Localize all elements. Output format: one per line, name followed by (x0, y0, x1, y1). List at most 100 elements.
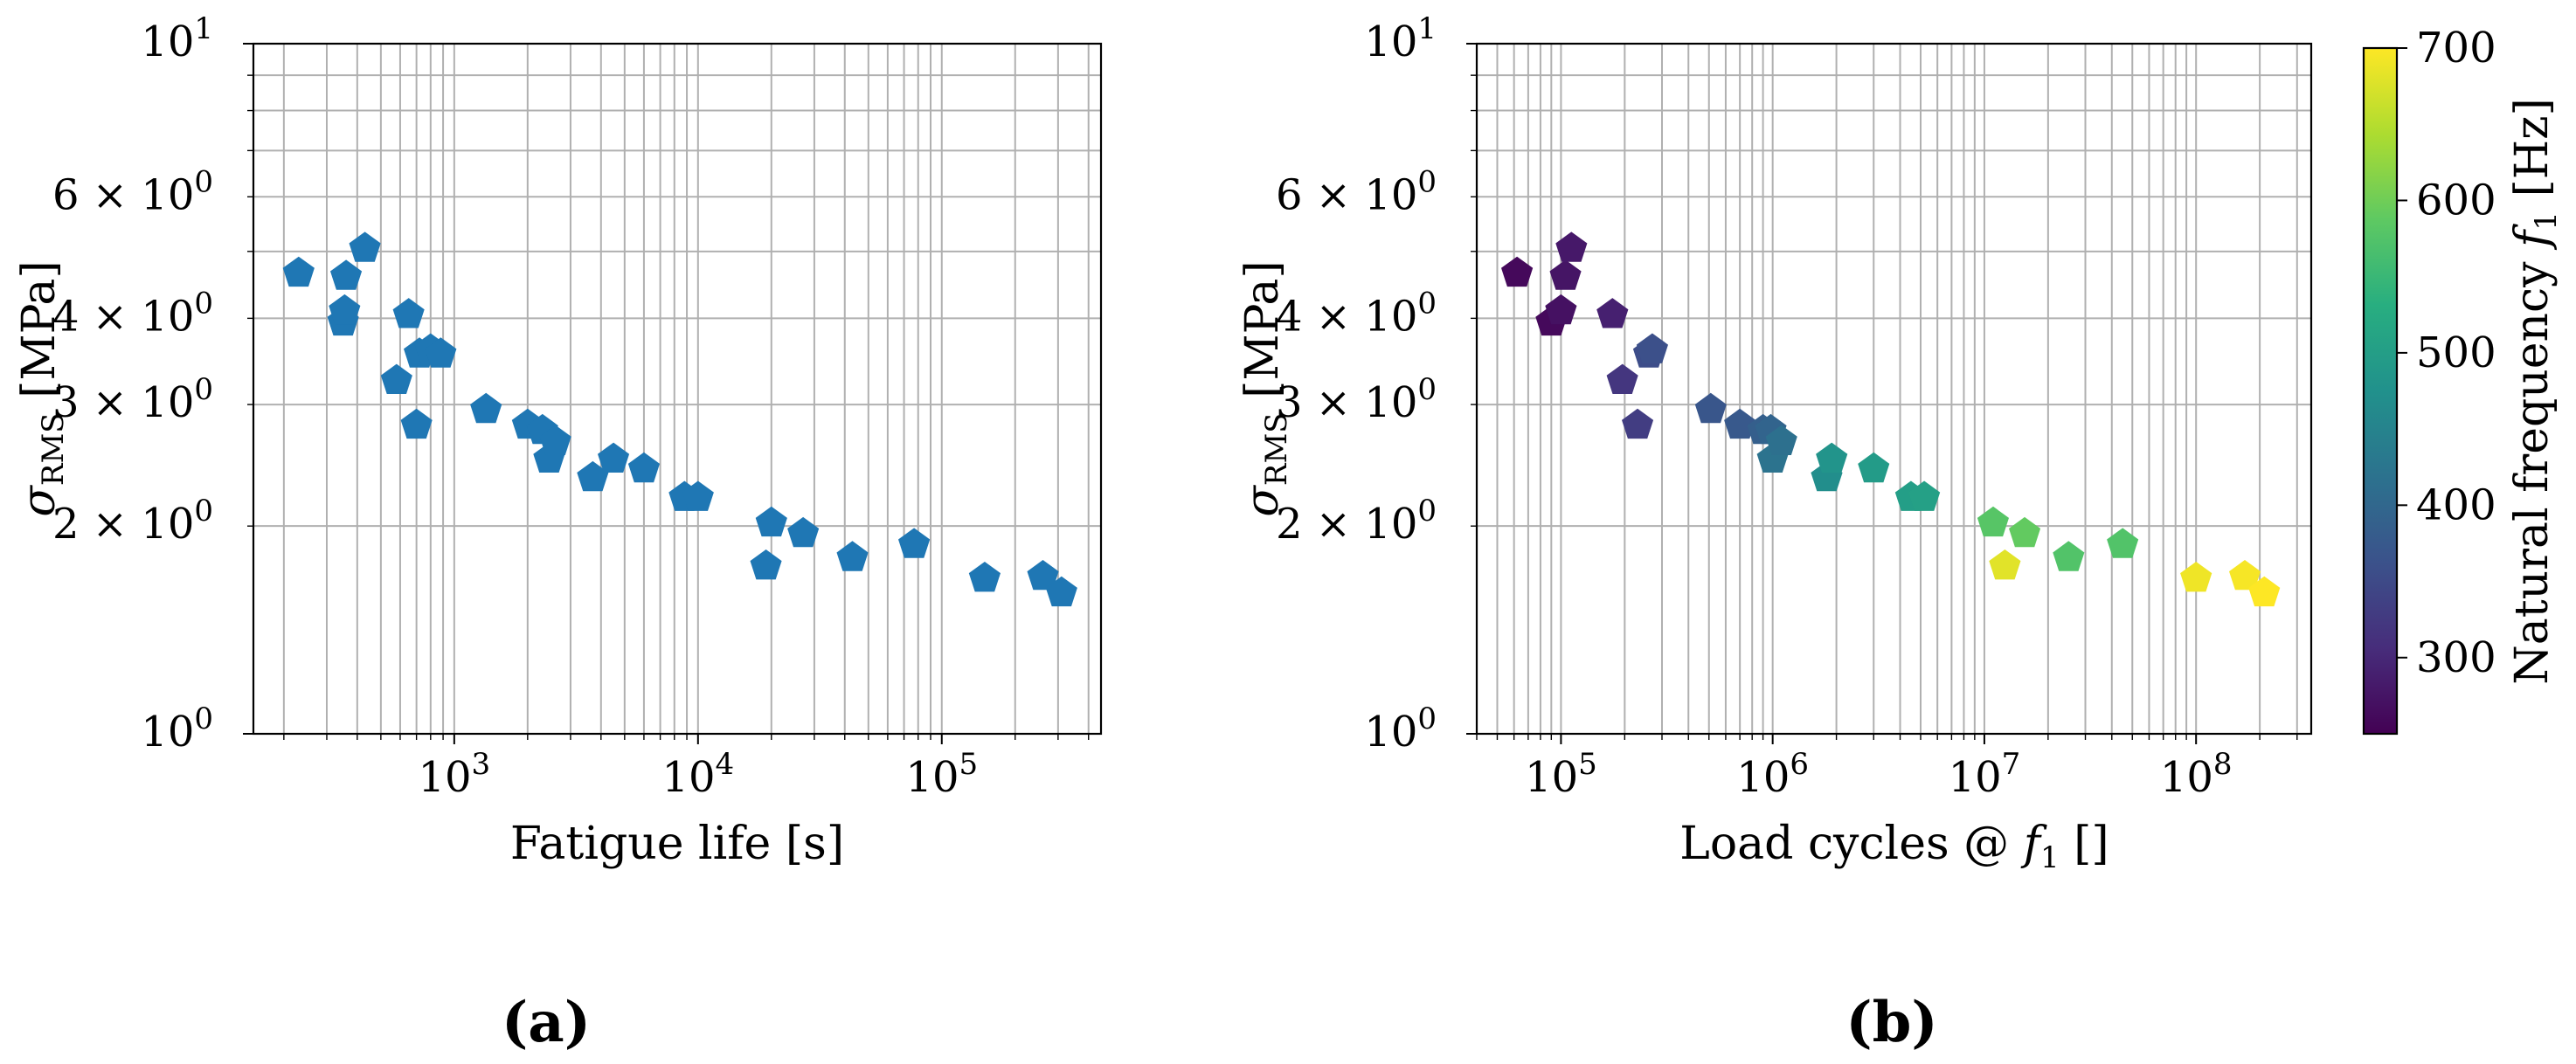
colorbar-label-prefix: Natural frequency (2506, 247, 2559, 685)
data-point (1694, 392, 1727, 424)
x-tick-label-base: 10 (1949, 753, 2002, 802)
x-tick-label-base: 10 (905, 753, 959, 802)
data-point (392, 298, 425, 328)
data-point (349, 231, 381, 262)
ticks-b (1466, 43, 2298, 744)
y-tick-label-exponent: 0 (1417, 494, 1437, 529)
y-tick-label-exponent: 0 (1417, 164, 1437, 199)
data-point (1765, 425, 1797, 455)
colorbar-tick-label: 600 (2416, 176, 2496, 225)
y-tick-label-base: 6 × 10 (1276, 170, 1417, 219)
data-point (425, 337, 457, 368)
y-tick-label: 2 × 100 (1276, 494, 1437, 549)
x-tick-label: 106 (1736, 747, 1809, 802)
data-point (577, 460, 609, 492)
x-tick-label-exponent: 7 (2002, 747, 2021, 782)
colorbar-ticks: 300 400 500 600 700 (2397, 24, 2496, 682)
x-tick-label-exponent: 5 (959, 747, 978, 782)
data-point (2053, 541, 2085, 571)
y-tick-label: 6 × 100 (52, 164, 213, 219)
x-tick-label-base: 10 (418, 753, 471, 802)
data-point (1989, 549, 2021, 580)
colorbar-label-suffix: [Hz] (2506, 98, 2559, 211)
y-tick-label-exponent: 0 (194, 494, 213, 529)
axes-frame-b (1475, 42, 2313, 736)
x-tick-label: 108 (2160, 747, 2233, 802)
y-tick-label-exponent: 0 (194, 286, 213, 321)
data-point (898, 528, 931, 558)
x-axis-suffix-b: [] (2060, 818, 2109, 870)
x-tick-label-exponent: 5 (1578, 747, 1597, 782)
y-axis-subscript-b: RMS (1259, 412, 1294, 486)
colorbar: 300 400 500 600 700 Natural frequency f1 [Hz… (2362, 24, 2564, 736)
colorbar-label: Natural frequency f1 [Hz] (2506, 98, 2564, 685)
x-tick-label: 107 (1949, 747, 2021, 802)
data-point (1545, 294, 1577, 325)
data-point (1501, 256, 1534, 287)
data-point (787, 516, 820, 548)
x-tick-label-exponent: 4 (716, 747, 735, 782)
colorbar-frame (2362, 46, 2399, 736)
data-point (1027, 560, 1059, 591)
y-tick-label: 100 (141, 701, 213, 757)
y-axis-unit-a: [MPa] (13, 260, 66, 412)
y-tick-label-exponent: 0 (1417, 701, 1437, 736)
y-tick-label-exponent: 0 (1417, 286, 1437, 321)
y-axis-label-b: σRMS [MPa] (1236, 260, 1294, 516)
y-tick-label-exponent: 0 (194, 164, 213, 199)
ticks-a (243, 43, 1090, 744)
data-point (755, 506, 787, 537)
data-point (1622, 408, 1654, 439)
data-point (627, 452, 660, 483)
y-tick-label-exponent: 0 (194, 701, 213, 736)
data-point (968, 562, 1001, 592)
grid-b (1476, 43, 2311, 735)
data-point (329, 294, 361, 325)
data-point (1045, 576, 1077, 607)
data-point (2248, 576, 2281, 607)
x-tick-label-exponent: 3 (472, 747, 491, 782)
x-axis-label-a: Fatigue life [s] (510, 818, 844, 870)
panel-label-a: (a) (502, 990, 591, 1055)
data-point (1816, 442, 1848, 473)
y-tick-label-base: 4 × 10 (1276, 292, 1417, 341)
data-point (1636, 333, 1668, 363)
y-tick-label-base: 2 × 10 (1276, 500, 1417, 549)
y-tick-label: 3 × 100 (52, 372, 213, 427)
y-tick-label-exponent: 1 (1417, 11, 1437, 46)
data-point (1908, 480, 1941, 511)
data-point (330, 259, 363, 290)
points-b (1501, 231, 2281, 607)
colorbar-tick-label: 300 (2416, 633, 2496, 682)
colorbar-label-subscript: 1 (2529, 211, 2564, 231)
data-point (2229, 560, 2261, 591)
y-axis-symbol-b: σ (1236, 485, 1289, 517)
panel-label-b: (b) (1845, 990, 1937, 1055)
y-axis-subscript-a: RMS (36, 412, 71, 486)
y-tick-label-exponent: 1 (194, 11, 213, 46)
y-tick-label: 6 × 100 (1276, 164, 1437, 219)
data-point (1977, 506, 2009, 537)
data-point (470, 392, 502, 424)
data-point (750, 549, 782, 580)
x-tick-label-base: 10 (1525, 753, 1578, 802)
y-tick-label-exponent: 0 (194, 372, 213, 407)
data-point (2009, 516, 2041, 548)
colorbar-tick-label: 400 (2416, 480, 2496, 529)
y-tick-label: 100 (1364, 701, 1437, 757)
y-tick-label: 101 (141, 11, 213, 66)
data-point (598, 442, 630, 473)
x-tick-label: 105 (1525, 747, 1597, 802)
x-tick-label-base: 10 (661, 753, 715, 802)
y-tick-label-base: 10 (141, 17, 194, 66)
x-tick-label: 105 (905, 747, 978, 802)
y-tick-label-base: 2 × 10 (52, 500, 194, 549)
data-point (682, 480, 714, 511)
y-tick-label: 4 × 100 (1276, 286, 1437, 341)
x-tick-label-base: 10 (2160, 753, 2213, 802)
x-axis-subscript-b: 1 (2040, 840, 2060, 875)
x-tick-label: 103 (418, 747, 490, 802)
